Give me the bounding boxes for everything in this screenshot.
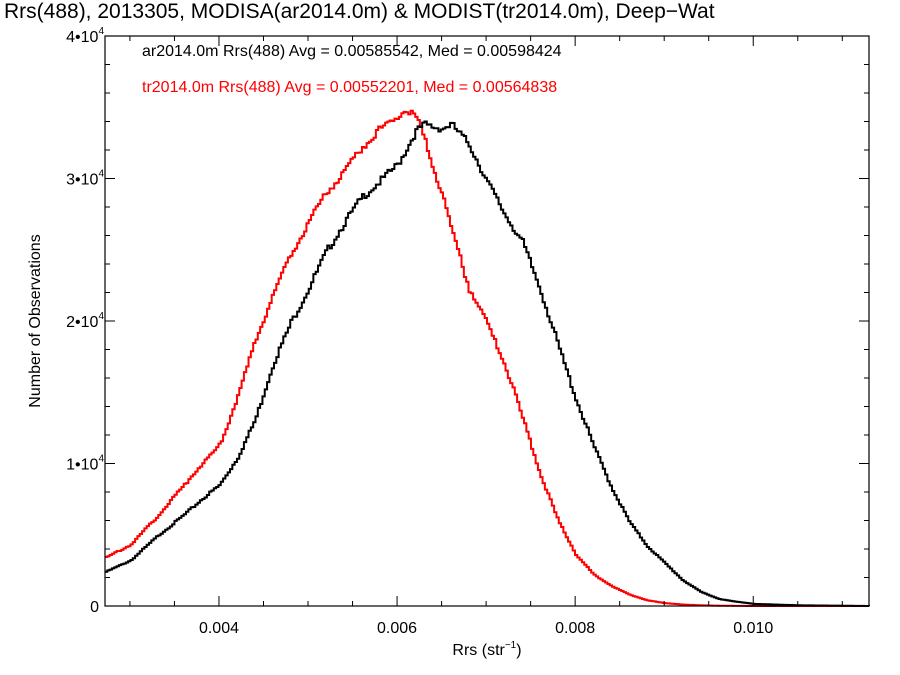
y-tick-label: 1•104 — [66, 454, 104, 474]
x-axis-label: Rrs (str−1) — [452, 640, 521, 659]
legend-entry-tr2014: tr2014.0m Rrs(488) Avg = 0.00552201, Med… — [142, 79, 558, 96]
x-axis-label-close: ) — [516, 642, 521, 659]
x-tick-label: 0.010 — [733, 620, 773, 637]
series-line-ar2014.0m — [105, 120, 870, 607]
chart-title: Rrs(488), 2013305, MODISA(ar2014.0m) & M… — [4, 0, 715, 23]
y-tick-label: 4•104 — [66, 26, 104, 46]
x-tick-label: 0.006 — [377, 620, 417, 637]
x-axis-label-sup: −1 — [505, 640, 517, 651]
y-tick-label: 0 — [90, 599, 99, 616]
series-line-tr2014.0m — [105, 109, 869, 607]
legend-entry-ar2014: ar2014.0m Rrs(488) Avg = 0.00585542, Med… — [142, 43, 562, 60]
y-tick-label: 3•104 — [66, 169, 104, 189]
y-axis-label: Number of Observations — [27, 234, 44, 407]
x-axis-label-main: Rrs (str — [452, 642, 505, 659]
x-tick-label: 0.008 — [555, 620, 595, 637]
x-tick-label: 0.004 — [199, 620, 239, 637]
y-tick-label: 2•104 — [66, 311, 104, 331]
